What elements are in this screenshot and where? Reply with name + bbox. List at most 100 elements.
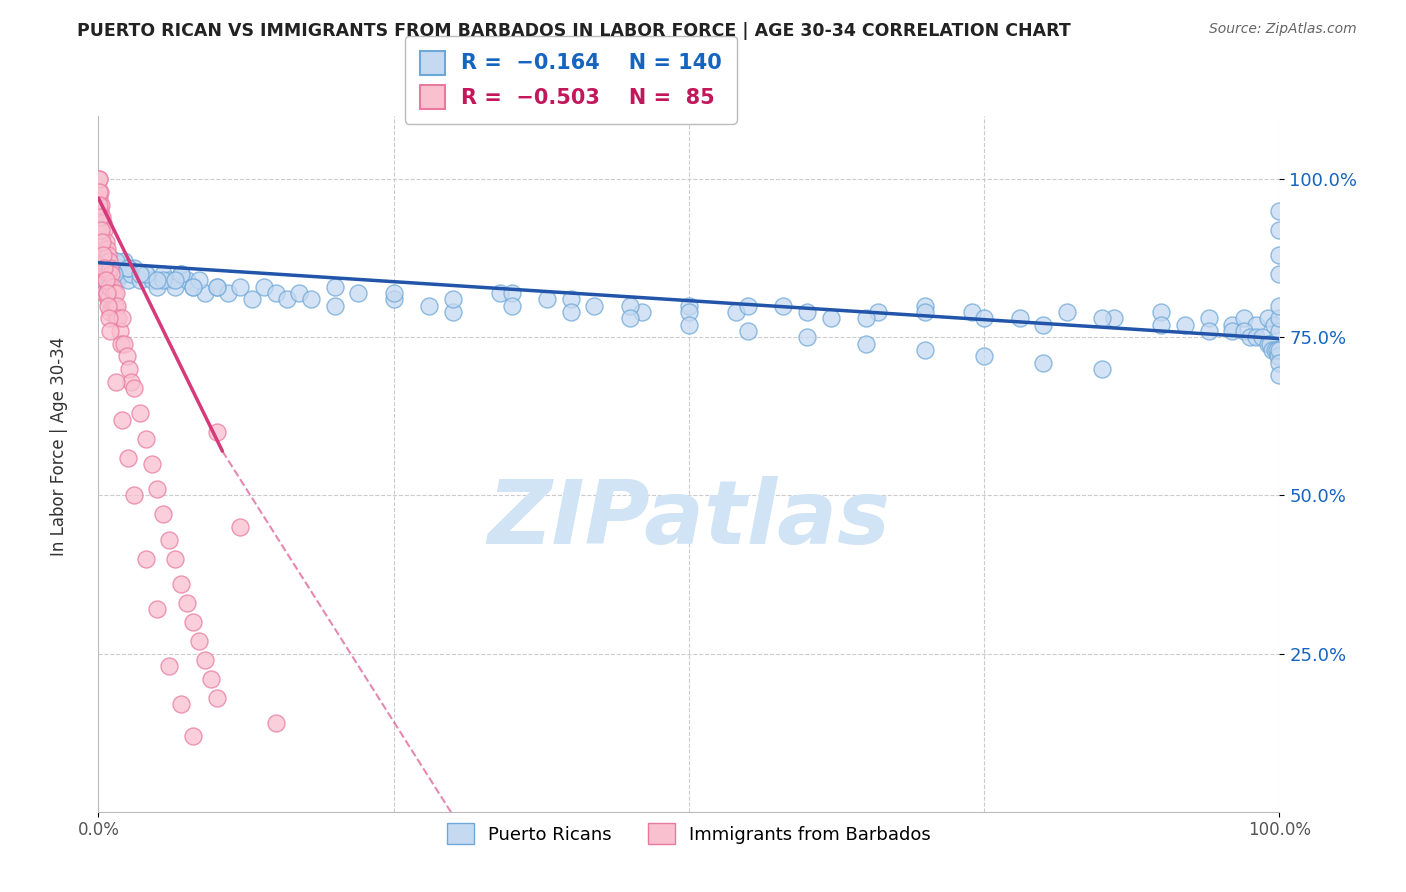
Point xyxy=(855,336,877,351)
Point xyxy=(96,273,118,287)
Point xyxy=(91,248,114,262)
Point xyxy=(536,293,558,307)
Point xyxy=(90,223,112,237)
Point xyxy=(1198,311,1220,326)
Point xyxy=(725,305,748,319)
Point xyxy=(103,286,125,301)
Point xyxy=(165,279,187,293)
Point xyxy=(737,324,759,338)
Point xyxy=(94,254,117,268)
Point xyxy=(1150,305,1173,319)
Point xyxy=(866,305,889,319)
Point xyxy=(205,690,228,705)
Point xyxy=(1268,223,1291,237)
Point xyxy=(105,273,128,287)
Point xyxy=(91,242,114,256)
Point xyxy=(323,279,346,293)
Point xyxy=(170,697,193,711)
Point xyxy=(89,185,111,199)
Point xyxy=(97,248,120,262)
Point xyxy=(205,279,228,293)
Point xyxy=(678,305,700,319)
Point xyxy=(418,299,440,313)
Point xyxy=(89,248,111,262)
Point xyxy=(382,293,405,307)
Point xyxy=(264,286,287,301)
Point xyxy=(146,602,169,616)
Point xyxy=(1220,324,1243,338)
Point xyxy=(152,508,174,522)
Point xyxy=(1268,248,1291,262)
Point xyxy=(347,286,370,301)
Point xyxy=(1268,267,1291,281)
Point xyxy=(181,279,204,293)
Point xyxy=(194,653,217,667)
Point xyxy=(93,260,115,275)
Point xyxy=(299,293,322,307)
Point xyxy=(98,305,121,319)
Point xyxy=(98,279,121,293)
Point xyxy=(135,267,157,281)
Point xyxy=(98,260,121,275)
Point xyxy=(264,716,287,731)
Point xyxy=(146,273,169,287)
Point xyxy=(122,381,145,395)
Point xyxy=(89,203,111,218)
Point xyxy=(1233,324,1256,338)
Point xyxy=(441,305,464,319)
Point xyxy=(583,299,606,313)
Point xyxy=(157,659,180,673)
Point xyxy=(97,299,120,313)
Point xyxy=(1032,356,1054,370)
Point xyxy=(94,273,117,287)
Point xyxy=(240,293,263,307)
Point xyxy=(170,267,193,281)
Point xyxy=(1268,299,1291,313)
Point xyxy=(91,260,114,275)
Point xyxy=(98,324,121,338)
Point xyxy=(98,254,121,268)
Point xyxy=(89,197,111,211)
Point xyxy=(323,299,346,313)
Point xyxy=(176,596,198,610)
Point xyxy=(111,311,134,326)
Point xyxy=(441,293,464,307)
Point xyxy=(973,349,995,363)
Point xyxy=(93,223,115,237)
Point xyxy=(93,248,115,262)
Point xyxy=(1261,343,1284,357)
Point xyxy=(288,286,311,301)
Point xyxy=(205,279,228,293)
Point xyxy=(89,229,111,244)
Point xyxy=(1268,203,1291,218)
Point xyxy=(112,336,135,351)
Point xyxy=(796,305,818,319)
Point xyxy=(962,305,984,319)
Point xyxy=(87,172,110,186)
Point xyxy=(135,551,157,566)
Point xyxy=(1263,318,1285,332)
Point xyxy=(157,273,180,287)
Point xyxy=(796,330,818,344)
Point xyxy=(914,305,936,319)
Point xyxy=(103,267,125,281)
Point xyxy=(973,311,995,326)
Point xyxy=(111,267,134,281)
Point xyxy=(165,551,187,566)
Point xyxy=(194,286,217,301)
Point xyxy=(101,299,124,313)
Point xyxy=(181,615,204,629)
Point xyxy=(93,286,115,301)
Point xyxy=(1268,324,1291,338)
Point xyxy=(97,267,120,281)
Point xyxy=(1008,311,1031,326)
Point xyxy=(1257,336,1279,351)
Point xyxy=(91,267,114,281)
Point xyxy=(619,299,641,313)
Point xyxy=(87,191,110,205)
Point xyxy=(122,488,145,502)
Point xyxy=(678,299,700,313)
Point xyxy=(117,273,139,287)
Point xyxy=(104,254,127,268)
Point xyxy=(501,286,523,301)
